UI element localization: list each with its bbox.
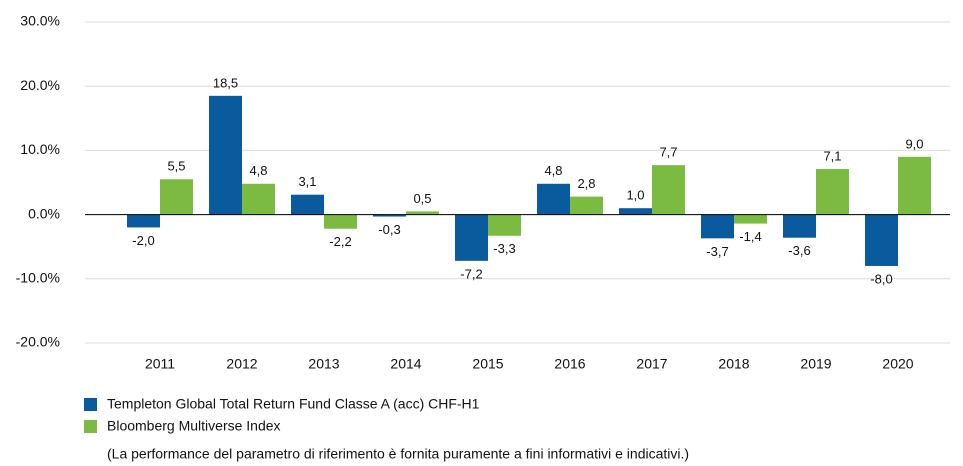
- x-tick-label: 2018: [718, 356, 749, 372]
- bar: [373, 214, 406, 217]
- value-label: -8,0: [870, 271, 892, 286]
- bar: [488, 214, 521, 236]
- bar: [652, 165, 685, 215]
- y-tick-label: 30.0%: [20, 13, 60, 29]
- x-tick-label: 2019: [800, 356, 831, 372]
- x-tick-label: 2016: [554, 356, 585, 372]
- bar: [865, 214, 898, 266]
- bar: [242, 183, 275, 215]
- value-label: -0,3: [378, 222, 400, 237]
- value-label: 7,1: [823, 148, 841, 163]
- value-label: -3,3: [493, 241, 515, 256]
- value-label: 4,8: [544, 163, 562, 178]
- legend-label: Templeton Global Total Return Fund Class…: [107, 396, 480, 412]
- value-label: 9,0: [905, 136, 923, 151]
- bar: [898, 156, 931, 215]
- value-label: 0,5: [413, 191, 431, 206]
- bar: [619, 208, 652, 215]
- bar: [324, 214, 357, 229]
- value-label: -3,7: [706, 244, 728, 259]
- x-tick-label: 2017: [636, 356, 667, 372]
- value-label: -1,4: [739, 229, 761, 244]
- bar: [783, 214, 816, 238]
- value-label: 1,0: [626, 188, 644, 203]
- legend-swatch: [84, 398, 97, 411]
- x-tick-label: 2013: [308, 356, 339, 372]
- y-tick-label: -20.0%: [16, 334, 60, 350]
- bar: [406, 211, 439, 215]
- bar: [209, 95, 242, 215]
- x-tick-label: 2011: [145, 356, 175, 372]
- value-label: 2,8: [577, 176, 595, 191]
- legend-label: Bloomberg Multiverse Index: [107, 418, 281, 434]
- bar: [455, 214, 488, 261]
- value-label: -2,0: [132, 233, 154, 248]
- bar: [537, 183, 570, 215]
- x-tick-label: 2012: [226, 356, 257, 372]
- legend-swatch: [84, 420, 97, 433]
- x-tick-label: 2015: [472, 356, 503, 372]
- bar: [570, 196, 603, 215]
- y-tick-label: 0.0%: [28, 205, 60, 221]
- y-tick-label: -10.0%: [16, 270, 60, 286]
- y-tick-label: 10.0%: [20, 141, 60, 157]
- value-label: 7,7: [659, 145, 677, 160]
- value-label: 5,5: [167, 159, 185, 174]
- bar: [816, 169, 849, 215]
- value-label: 3,1: [298, 174, 316, 189]
- bar: [701, 214, 734, 239]
- x-tick-label: 2020: [882, 356, 913, 372]
- value-label: -3,6: [788, 243, 810, 258]
- note: (La performance del parametro di riferim…: [107, 446, 689, 462]
- value-label: -7,2: [460, 266, 482, 281]
- x-tick-label: 2014: [390, 356, 421, 372]
- value-label: -2,2: [329, 234, 351, 249]
- value-label: 18,5: [213, 75, 238, 90]
- y-tick-label: 20.0%: [20, 77, 60, 93]
- bar: [160, 179, 193, 215]
- bar: [127, 214, 160, 228]
- value-label: 4,8: [249, 163, 267, 178]
- bar: [291, 194, 324, 215]
- bar: [734, 214, 767, 224]
